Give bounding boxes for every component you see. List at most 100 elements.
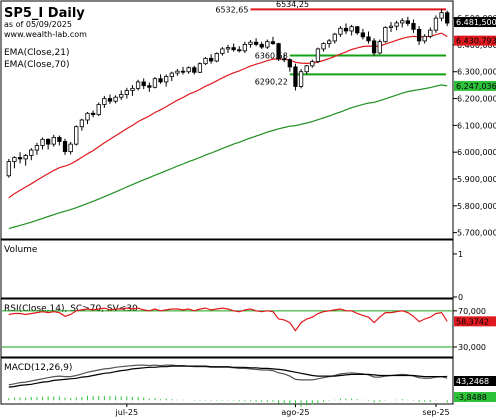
volume-axis: 10	[453, 250, 463, 302]
macd-hist-label-box	[454, 392, 496, 402]
candle-body	[433, 17, 439, 31]
candle-body	[164, 76, 169, 83]
candle-body	[169, 72, 174, 77]
macd-label-box	[454, 376, 496, 386]
candle-body	[231, 47, 236, 51]
chart-title: SP5_I Daily	[4, 6, 85, 21]
candle-body	[79, 119, 85, 128]
candles	[6, 9, 450, 178]
candle-body	[360, 32, 366, 38]
candle-body	[355, 26, 360, 34]
source-url: www.wealth-lab.com	[4, 30, 87, 39]
volume-tick-label: 1	[458, 250, 463, 259]
price-label-box	[454, 35, 496, 46]
ema21-legend: EMA(Close,21)	[4, 48, 69, 58]
candle-body	[152, 78, 158, 88]
candle-body	[366, 36, 371, 42]
rsi-tick-label: 30,000	[458, 343, 486, 352]
candle-body	[119, 94, 124, 98]
candle-body	[23, 154, 28, 160]
candle-body	[321, 43, 326, 50]
price-tick-label: 6.100,000	[457, 121, 496, 130]
price-label-ema70: 6.247,036	[456, 82, 496, 91]
candle-body	[147, 85, 152, 88]
candle-body	[298, 71, 304, 87]
price-tick-label: 6.000,000	[457, 148, 496, 157]
rsi-layer: 70,000 30,000 58,3742	[2, 307, 496, 352]
candle-body	[349, 26, 354, 32]
x-tick-label: ago-25	[281, 408, 309, 417]
ema70-layer	[8, 84, 448, 230]
price-tick-label: 5.700,000	[457, 229, 496, 238]
candle-body	[175, 70, 180, 74]
ema70-line	[8, 84, 448, 230]
asof-date: as of 05/09/2025	[4, 20, 72, 29]
candle-body	[85, 112, 90, 121]
volume-tick-label: 0	[458, 293, 463, 302]
candle-body	[113, 96, 118, 102]
candle-body	[57, 137, 62, 142]
rsi-label-box	[454, 316, 496, 327]
macd-hist-last-label: -3,8488	[456, 393, 487, 402]
level-label: 6360,58	[255, 51, 288, 60]
macd-signal-line	[8, 365, 448, 388]
candle-body	[40, 138, 45, 146]
candle-body	[343, 27, 349, 32]
candle-body	[34, 145, 40, 151]
candle-body	[62, 141, 68, 153]
candle-body	[416, 28, 422, 42]
level-label: 6290,22	[255, 77, 288, 86]
price-tick-label: 5.900,000	[457, 175, 496, 184]
level-lines: 6532,65 6360,58 6290,22 6534,25	[215, 0, 446, 86]
candle-body	[400, 20, 405, 24]
price-tick-label: 6.200,000	[457, 95, 496, 104]
price-labels: 6.481,500 6.430,793 6.247,036	[454, 17, 496, 91]
candle-body	[197, 63, 203, 73]
volume-panel	[0, 239, 454, 299]
volume-legend: Volume	[4, 245, 38, 255]
candle-body	[12, 157, 17, 162]
candle-body	[214, 53, 219, 62]
candle-body	[6, 161, 11, 177]
candle-body	[276, 43, 281, 60]
candle-body	[46, 138, 51, 145]
candle-body	[130, 87, 135, 91]
macd-signal-last-label: 43,2468	[456, 377, 489, 386]
candle-body	[332, 33, 337, 42]
candle-body	[102, 98, 107, 105]
rsi-line	[8, 307, 448, 332]
candle-body	[68, 143, 73, 153]
rsi-legend: RSI(Close,14), SC>70, SV<30	[4, 304, 138, 314]
rsi-last-label: 58,3742	[456, 317, 489, 326]
candle-body	[293, 66, 298, 87]
candle-body	[237, 49, 242, 52]
top-clip-label: 6534,25	[276, 0, 309, 9]
candle-body	[124, 90, 129, 95]
level-label: 6532,65	[215, 5, 248, 14]
candle-body	[225, 47, 231, 50]
candle-body	[428, 29, 433, 37]
candle-body	[338, 27, 343, 35]
candle-body	[74, 126, 79, 145]
ema70-legend: EMA(Close,70)	[4, 60, 69, 70]
candle-body	[107, 98, 113, 102]
candle-body	[192, 67, 197, 73]
candle-body	[383, 27, 388, 43]
price-label-ema21: 6.430,793	[456, 37, 496, 46]
candle-body	[135, 81, 141, 89]
macd-layer: 43,2468 -3,8488	[8, 364, 496, 408]
candle-body	[439, 12, 444, 19]
candle-body	[180, 70, 186, 73]
candle-body	[186, 67, 191, 73]
candle-body	[259, 43, 264, 48]
candle-body	[141, 81, 146, 87]
candle-body	[265, 41, 270, 48]
candle-body	[371, 40, 377, 54]
candle-body	[304, 65, 309, 73]
candle-body	[422, 35, 427, 42]
candle-body	[17, 157, 23, 160]
candle-body	[411, 23, 416, 30]
rsi-tick-label: 70,000	[458, 307, 486, 316]
x-tick-label: jul-25	[115, 408, 139, 417]
